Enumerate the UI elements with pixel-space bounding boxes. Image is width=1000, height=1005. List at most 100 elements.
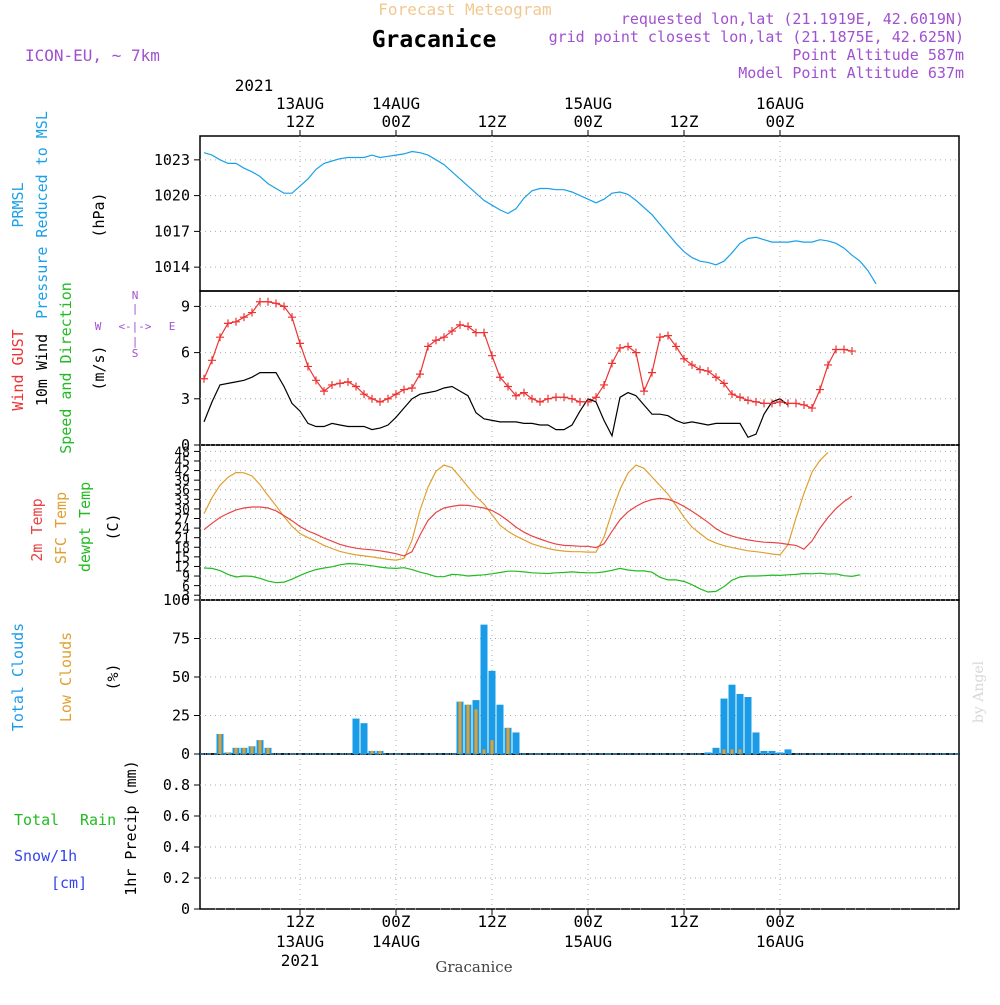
top-hour-label: 12Z <box>670 112 699 131</box>
bottom-year-label: 2021 <box>281 951 320 970</box>
gust-marker <box>416 370 424 379</box>
gust-marker <box>760 399 768 408</box>
gust-marker <box>288 313 296 322</box>
low-cloud-bar <box>738 749 742 754</box>
ytick-label-clouds: 50 <box>172 668 190 686</box>
gust-marker <box>480 328 488 337</box>
gust-marker <box>672 342 680 351</box>
bottom-hour-label: 00Z <box>382 912 411 931</box>
ytick-label-temp: 3 <box>182 589 190 604</box>
low-cloud-bar <box>266 747 270 754</box>
gust-marker <box>360 390 368 399</box>
point-altitude: Point Altitude 587m <box>792 46 964 64</box>
wind-10m-label: 10m Wind <box>33 334 51 406</box>
ytick-label-precip: 0.2 <box>163 869 190 887</box>
gust-line <box>203 301 853 409</box>
ytick-label-precip: 0.8 <box>163 776 190 794</box>
gust-marker <box>312 376 320 385</box>
ytick-label-temp: 33 <box>174 493 190 508</box>
bottom-hour-label: 12Z <box>478 912 507 931</box>
gust-marker <box>200 374 208 383</box>
location-title: Gracanice <box>372 27 497 53</box>
total-cloud-bar <box>712 747 720 754</box>
compass-w: W <box>95 320 102 333</box>
rain-label: Rain <box>80 811 116 829</box>
prmsl-label: PRMSL <box>9 182 27 227</box>
wind-panel: 0 3 6 9 <box>181 297 959 454</box>
gust-marker <box>728 390 736 399</box>
gust-marker <box>688 360 696 369</box>
model-name: ICON-EU, ~ 7km <box>25 46 160 65</box>
compass-arrows: <-|-> <box>118 320 151 333</box>
compass-e: E <box>169 320 176 333</box>
bottom-date-label: 15AUG <box>564 932 612 951</box>
gust-marker <box>680 354 688 363</box>
total-cloud-bar <box>704 752 712 754</box>
ytick-label-temp: 9 <box>182 570 190 585</box>
total-cloud-bar <box>728 684 736 754</box>
total-cloud-bar <box>752 732 760 754</box>
total-cloud-bar <box>488 670 496 754</box>
top-year-label: 2021 <box>235 76 274 95</box>
gust-marker <box>600 380 608 389</box>
wind-gust-label: Wind GUST <box>9 329 27 410</box>
total-cloud-bar <box>480 624 488 754</box>
ytick-label-clouds: 75 <box>172 630 190 648</box>
top-date-label: 16AUG <box>756 94 804 113</box>
wind-speed-dir-label: Speed and Direction <box>57 282 75 454</box>
ytick-label-temp: 30 <box>174 503 190 518</box>
sfc-temp-line <box>203 451 829 561</box>
bottom-date-label: 16AUG <box>756 932 804 951</box>
gust-marker <box>368 394 376 403</box>
gust-marker <box>552 393 560 402</box>
title-top: Forecast Meteogram <box>378 0 551 19</box>
gust-marker <box>568 394 576 403</box>
ytick-label-precip: 0 <box>181 900 190 918</box>
ytick-label-pressure: 1020 <box>154 187 190 205</box>
gust-marker <box>808 404 816 413</box>
gust-marker <box>256 297 264 306</box>
gust-marker <box>440 333 448 342</box>
ytick-label-pressure: 1023 <box>154 151 190 169</box>
top-date-label: 14AUG <box>372 94 420 113</box>
ytick-label-wind: 0 <box>181 436 190 454</box>
low-cloud-bar <box>370 750 374 754</box>
gust-marker <box>592 393 600 402</box>
gust-marker <box>408 384 416 393</box>
gust-marker <box>528 394 536 403</box>
pressure-unit-label: (hPa) <box>90 192 108 237</box>
bottom-date-label: 13AUG <box>276 932 324 951</box>
gust-marker <box>752 397 760 406</box>
ytick-label-temp: 24 <box>174 522 190 537</box>
bottom-hour-label: 00Z <box>766 912 795 931</box>
gust-marker <box>232 317 240 326</box>
gust-marker <box>488 351 496 360</box>
gust-marker <box>304 362 312 371</box>
top-hour-label: 00Z <box>382 112 411 131</box>
cloud-panel: 0 25 50 75 100 <box>163 591 959 763</box>
gust-marker <box>816 385 824 394</box>
gust-marker <box>280 302 288 311</box>
ytick-label-wind: 6 <box>181 344 190 362</box>
model-altitude: Model Point Altitude 637m <box>738 64 964 82</box>
top-date-label: 15AUG <box>564 94 612 113</box>
temp-dewpt-label: dewpt Temp <box>76 482 94 572</box>
gust-marker <box>424 342 432 351</box>
gust-marker <box>584 397 592 406</box>
bottom-hour-label: 00Z <box>574 912 603 931</box>
gust-marker <box>720 379 728 388</box>
gust-marker <box>504 382 512 391</box>
wind-unit-label: (m/s) <box>90 345 108 390</box>
ytick-label-wind: 9 <box>181 297 190 315</box>
ytick-label-temp: 27 <box>174 513 190 528</box>
gust-marker <box>376 397 384 406</box>
total-cloud-bar <box>784 749 792 754</box>
ytick-label-clouds: 100 <box>163 591 190 609</box>
ytick-label-temp: 18 <box>174 541 190 556</box>
gust-marker <box>792 399 800 408</box>
gust-marker <box>648 368 656 377</box>
pressure-msl-label: Pressure Reduced to MSL <box>33 111 51 319</box>
